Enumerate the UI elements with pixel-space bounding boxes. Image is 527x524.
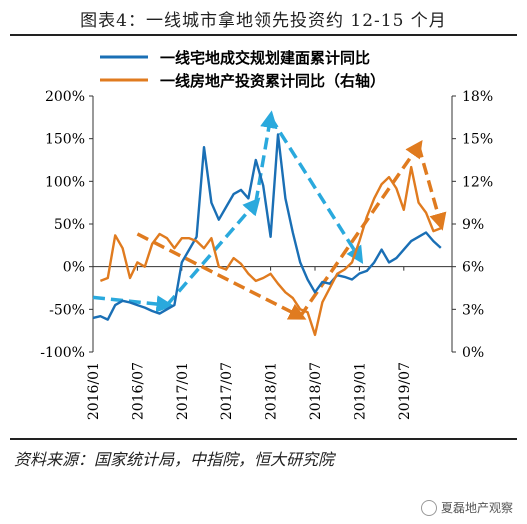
trend-arrow-orange-segment: [298, 140, 423, 318]
y-right-tick-label: 18%: [462, 89, 493, 105]
chart: 一线宅地成交规划建面累计同比 一线房地产投资累计同比（右轴） 200% 150% 1…: [40, 49, 493, 420]
series-line-investment: [99, 165, 442, 337]
trend-arrow-blue-segment: [254, 110, 278, 203]
y-left-tick-label: 150%: [45, 132, 85, 148]
trend-arrow-blue-segment: [92, 295, 174, 313]
x-tick-label: 2017/07: [219, 362, 235, 420]
legend-label-blue: 一线宅地成交规划建面累计同比: [160, 49, 370, 67]
y-right-tick-label: 3%: [462, 302, 484, 318]
source-rule: [10, 438, 517, 440]
y-right-tick-label: 9%: [462, 217, 484, 233]
axes: 200% 150% 100% 50% 0% -50% -100% 18% 15% 12% 9% 6% 3…: [40, 89, 493, 420]
y-right-tick-label: 6%: [462, 260, 484, 276]
y-right-tick-label: 12%: [462, 174, 493, 190]
x-tick-label: 2019/01: [352, 362, 368, 420]
series-line-land: [92, 133, 442, 321]
y-left-tick-label: -50%: [49, 302, 85, 318]
x-tick-label: 2017/01: [175, 362, 191, 420]
y-left-tick-label: -100%: [40, 345, 85, 361]
y-left-tick-label: 50%: [54, 217, 85, 233]
title-rule: [10, 34, 517, 36]
trend-arrow-blue-segment: [165, 197, 261, 307]
y-right-tick-label: 0%: [462, 345, 484, 361]
x-tick-label: 2019/07: [397, 362, 413, 420]
x-tick-label: 2016/07: [130, 362, 146, 420]
x-tick-label: 2018/07: [308, 362, 324, 420]
y-right-tick-label: 15%: [462, 132, 493, 148]
series-lines: [92, 133, 442, 337]
legend: 一线宅地成交规划建面累计同比 一线房地产投资累计同比（右轴）: [100, 49, 385, 90]
trend-arrow-orange-segment: [416, 145, 447, 231]
chart-title: 图表4：一线城市拿地领先投资约 12-15 个月: [80, 11, 447, 31]
trend-arrow-blue-segment: [269, 116, 364, 265]
watermark-text: 夏磊地产观察: [440, 501, 513, 515]
y-left-tick-label: 100%: [45, 174, 85, 190]
y-left-tick-label: 200%: [45, 89, 85, 105]
y-left-tick-label: 0%: [63, 260, 85, 276]
x-tick-label: 2016/01: [86, 362, 102, 420]
x-tick-label: 2018/01: [264, 362, 280, 420]
legend-label-orange: 一线房地产投资累计同比（右轴）: [160, 72, 385, 90]
trend-arrow-orange-segment: [136, 232, 307, 320]
source-note: 资料来源：国家统计局，中指院，恒大研究院: [14, 450, 335, 469]
trend-arrows: [92, 110, 447, 320]
watermark: 夏磊地产观察: [420, 499, 513, 516]
wechat-icon: [420, 499, 437, 516]
